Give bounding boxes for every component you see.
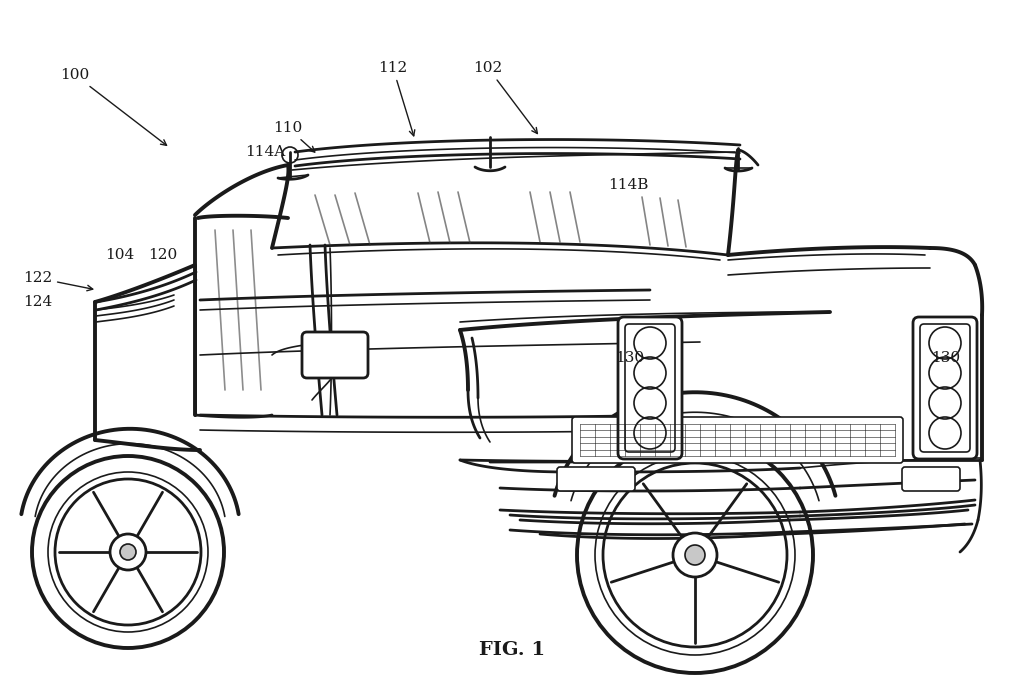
Circle shape [577, 437, 813, 673]
Text: 122: 122 [23, 271, 93, 291]
Text: 110: 110 [273, 121, 314, 152]
Circle shape [685, 545, 705, 565]
FancyBboxPatch shape [913, 317, 977, 459]
FancyBboxPatch shape [302, 332, 368, 378]
Text: 102: 102 [473, 61, 538, 134]
Polygon shape [195, 218, 288, 415]
Circle shape [120, 544, 136, 560]
FancyBboxPatch shape [920, 324, 970, 452]
Circle shape [32, 456, 224, 648]
FancyBboxPatch shape [902, 467, 961, 491]
Text: 124: 124 [23, 295, 52, 309]
Text: FIG. 1: FIG. 1 [479, 641, 545, 659]
Text: 120: 120 [148, 248, 177, 262]
Text: 104: 104 [105, 248, 134, 262]
FancyBboxPatch shape [625, 324, 675, 452]
Circle shape [110, 534, 146, 570]
Text: 114B: 114B [608, 178, 648, 192]
Circle shape [673, 533, 717, 577]
Text: 100: 100 [60, 68, 167, 145]
FancyBboxPatch shape [557, 467, 635, 491]
Text: 114A: 114A [245, 145, 285, 159]
Text: 130: 130 [615, 351, 644, 365]
FancyBboxPatch shape [618, 317, 682, 459]
Text: 112: 112 [379, 61, 415, 136]
FancyBboxPatch shape [572, 417, 903, 463]
Text: 130: 130 [931, 351, 961, 365]
